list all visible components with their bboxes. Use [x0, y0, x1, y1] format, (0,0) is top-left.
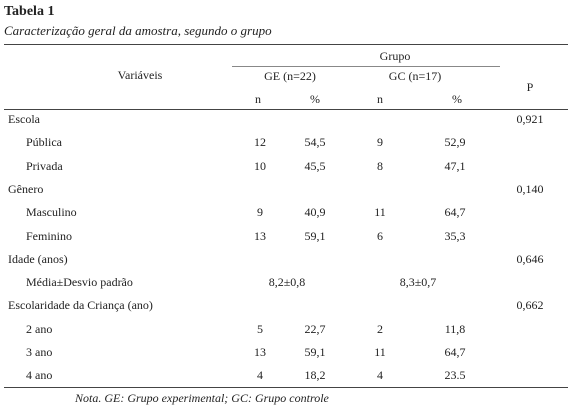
- cell: 9: [257, 205, 263, 220]
- cell: 47,1: [444, 158, 466, 173]
- top-rule: [4, 44, 568, 45]
- n-header: n: [377, 92, 383, 106]
- cell: 8,2±0,8: [268, 275, 306, 290]
- header-rule: [4, 109, 568, 110]
- ge-header: GE (n=22): [264, 69, 316, 83]
- gc-header: GC (n=17): [388, 69, 442, 83]
- cell: 18,2: [304, 368, 326, 383]
- title: Tabela 1: [4, 4, 55, 19]
- cell: 59,1: [304, 345, 326, 359]
- row-label: Feminino: [26, 228, 73, 243]
- cell: 35,3: [444, 228, 466, 243]
- row-label: Pública: [26, 135, 62, 150]
- group-label: Idade (anos): [8, 251, 68, 266]
- cell: 10: [254, 158, 266, 173]
- bottom-rule: [4, 387, 568, 388]
- cell: 22,7: [304, 321, 326, 336]
- cell: 8: [377, 158, 383, 173]
- group-label: Escolaridade da Criança (ano): [8, 298, 153, 313]
- row-label: 2 ano: [26, 321, 53, 336]
- group-header: Grupo: [379, 49, 411, 63]
- p-value: 0,140: [516, 181, 544, 196]
- cell: 64,7: [444, 345, 466, 359]
- cell: 9: [377, 135, 383, 150]
- cell: 40,9: [304, 205, 326, 220]
- cell: 4: [257, 368, 263, 383]
- p-header: P: [526, 80, 534, 94]
- cell: 11: [374, 205, 386, 220]
- cell: 2: [377, 321, 383, 336]
- cell: 4: [377, 368, 383, 383]
- group-label: Gênero: [8, 181, 44, 196]
- row-label: Média±Desvio padrão: [26, 275, 133, 290]
- cell: 52,9: [444, 135, 466, 150]
- cell: 45,5: [304, 158, 326, 173]
- cell: 59,1: [304, 228, 326, 243]
- note: Nota. GE: Grupo experimental; GC: Grupo …: [75, 391, 329, 405]
- cell: 23.5: [444, 368, 466, 383]
- p-value: 0,921: [516, 112, 544, 126]
- cell: 13: [254, 228, 266, 243]
- cell: 5: [257, 321, 263, 336]
- p-value: 0,662: [516, 298, 544, 313]
- row-label: Privada: [26, 158, 63, 173]
- cell: 13: [254, 345, 266, 359]
- cell: 12: [254, 135, 266, 150]
- cell: 11,8: [444, 321, 466, 336]
- group-label: Escola: [8, 112, 40, 126]
- cell: 8,3±0,7: [399, 275, 437, 290]
- pct-header: %: [452, 92, 462, 106]
- pct-header: %: [310, 92, 320, 106]
- cell: 6: [377, 228, 383, 243]
- row-label: 3 ano: [26, 345, 53, 359]
- row-label: Masculino: [26, 205, 77, 220]
- cell: 11: [374, 345, 386, 359]
- group-rule: [232, 66, 500, 67]
- row-label: 4 ano: [26, 368, 53, 383]
- subtitle: Caracterização geral da amostra, segundo…: [4, 23, 272, 38]
- cell: 54,5: [304, 135, 326, 150]
- n-header: n: [255, 92, 261, 106]
- variables-header: Variáveis: [117, 68, 163, 82]
- cell: 64,7: [444, 205, 466, 220]
- p-value: 0,646: [516, 251, 544, 266]
